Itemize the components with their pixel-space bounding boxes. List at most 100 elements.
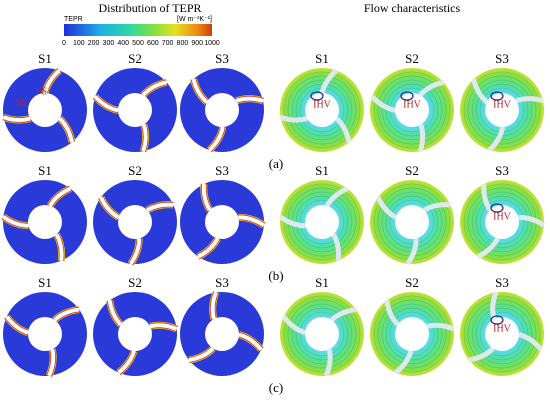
blade xyxy=(471,78,489,105)
contour xyxy=(463,71,541,149)
tepr-disc xyxy=(180,180,266,264)
blade xyxy=(468,346,495,363)
hub xyxy=(305,205,339,239)
tepr-disc xyxy=(93,180,177,266)
panel-label: S3 xyxy=(215,163,229,178)
panel-label: S3 xyxy=(495,51,509,66)
vortex-marker xyxy=(490,315,504,325)
hub xyxy=(205,317,239,351)
hub xyxy=(305,93,339,127)
blade xyxy=(331,233,342,262)
contour xyxy=(295,307,349,361)
flow-disc xyxy=(280,292,364,377)
panel-label: S1 xyxy=(315,163,329,178)
hub xyxy=(205,93,239,127)
contour xyxy=(385,307,439,361)
hub xyxy=(118,93,152,127)
contour xyxy=(381,79,443,141)
contour xyxy=(471,303,533,365)
blade xyxy=(5,315,29,335)
colorbar xyxy=(64,24,212,36)
vortex-marker xyxy=(400,91,414,101)
hub xyxy=(395,93,429,127)
blade xyxy=(477,237,500,259)
colorbar-tick: 1000 xyxy=(204,40,220,47)
contour xyxy=(283,71,361,149)
colorbar-tick: 200 xyxy=(88,40,100,47)
hub xyxy=(395,317,429,351)
blade xyxy=(53,307,80,322)
blade xyxy=(58,117,74,143)
contour xyxy=(467,75,537,145)
blade xyxy=(426,322,455,332)
panel-label: S2 xyxy=(405,275,419,290)
blade xyxy=(210,291,218,320)
contour xyxy=(291,303,353,365)
panel-label: S2 xyxy=(128,163,142,178)
contour xyxy=(377,299,447,369)
blade xyxy=(518,332,543,352)
blade xyxy=(107,300,123,327)
contour xyxy=(381,303,443,365)
hub xyxy=(28,93,62,127)
contour xyxy=(475,195,529,249)
panel-label: S2 xyxy=(405,163,419,178)
blade xyxy=(191,78,209,104)
flow-disc xyxy=(370,68,454,152)
blade xyxy=(384,300,400,327)
blade xyxy=(117,350,137,375)
blade xyxy=(141,80,168,97)
tepr-disc xyxy=(92,68,177,153)
vortex-marker xyxy=(310,91,324,101)
contour xyxy=(389,311,435,357)
contour xyxy=(299,311,345,357)
hub xyxy=(205,205,239,239)
vortex-marker xyxy=(490,91,504,101)
row-label: (b) xyxy=(268,268,283,283)
blade xyxy=(281,315,306,336)
panel-label: S3 xyxy=(495,275,509,290)
blade xyxy=(2,115,31,123)
blade xyxy=(201,183,212,212)
blade xyxy=(235,96,264,103)
panel-label: S2 xyxy=(128,51,142,66)
hub xyxy=(485,93,519,127)
colorbar-tick: 500 xyxy=(132,40,144,47)
blade xyxy=(481,183,493,212)
hub xyxy=(485,317,519,351)
colorbar-tick: 600 xyxy=(147,40,159,47)
blade xyxy=(324,186,349,208)
hub xyxy=(28,205,62,239)
flow-disc xyxy=(460,291,544,376)
blade xyxy=(405,238,419,266)
blade xyxy=(238,215,265,228)
panel-label: S1 xyxy=(38,51,52,66)
tepr-disc xyxy=(2,67,87,152)
annotation: IHV xyxy=(493,323,512,334)
left-title: Distribution of TEPR xyxy=(98,1,201,15)
blade xyxy=(393,350,414,375)
contour xyxy=(389,199,435,245)
blade xyxy=(188,347,215,362)
panel-label: S1 xyxy=(315,275,329,290)
flow-disc xyxy=(460,68,544,152)
hub xyxy=(305,317,339,351)
blade xyxy=(487,126,506,152)
contour xyxy=(295,83,349,137)
panel-label: S1 xyxy=(38,163,52,178)
contour xyxy=(291,79,353,141)
blade xyxy=(129,238,142,265)
contour xyxy=(377,75,447,145)
panel-label: S2 xyxy=(128,275,142,290)
colorbar-label: TEPR xyxy=(64,16,83,23)
contour xyxy=(475,307,529,361)
annotation: PS xyxy=(36,86,47,97)
blade xyxy=(238,332,263,351)
tepr-disc xyxy=(1,180,87,264)
blade xyxy=(422,202,451,213)
blade xyxy=(515,96,544,104)
annotation: SS xyxy=(16,97,27,108)
tepr-disc xyxy=(180,291,264,376)
